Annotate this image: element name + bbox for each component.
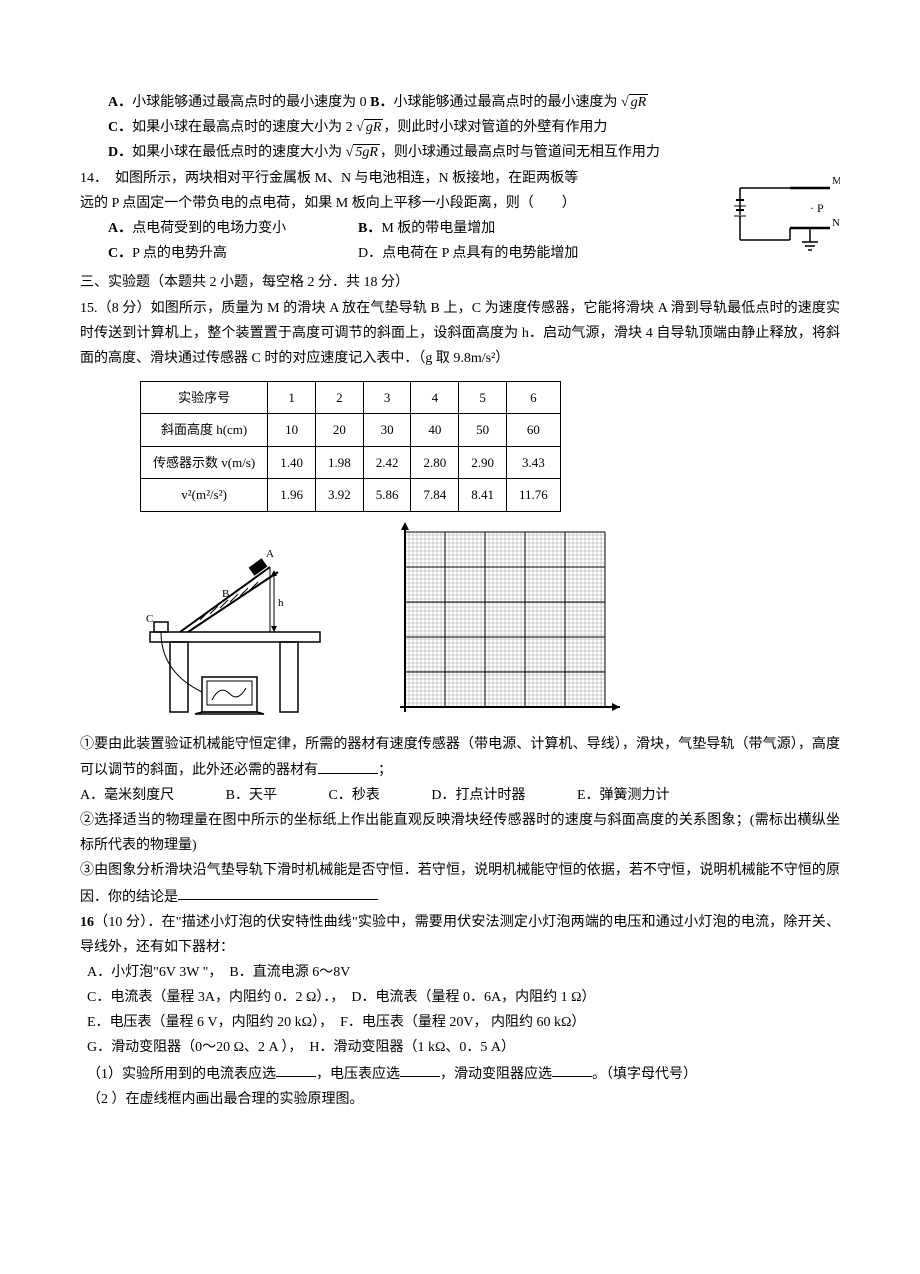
q16-items: A．小灯泡"6V 3W "， B．直流电源 6～8V C．电流表（量程 3A，内…	[87, 960, 840, 1061]
svg-text:A: A	[266, 548, 274, 560]
experiment-setup-icon: A B h C	[140, 542, 350, 722]
question-16: 16（10 分）．在"描述小灯泡的伏安特性曲线"实验中，需要用伏安法测定小灯泡两…	[80, 910, 840, 960]
q15-sub3: ③由图象分析滑块沿气垫导轨下滑时机械能是否守恒．若守恒，说明机械能守恒的依据，若…	[80, 858, 840, 909]
data-table: 实验序号 1 2 3 4 5 6 斜面高度 h(cm) 10 20 30 40 …	[140, 381, 561, 512]
svg-text:B: B	[222, 588, 229, 600]
blank-input[interactable]	[318, 757, 378, 774]
sqrt-gR-icon: gR	[356, 115, 383, 140]
blank-input[interactable]	[178, 884, 378, 901]
blank-input[interactable]	[276, 1061, 316, 1078]
q16-sub1: （1）实验所用到的电流表应选，电压表应选，滑动变阻器应选。（填字母代号）	[87, 1061, 840, 1087]
blank-input[interactable]	[400, 1061, 440, 1078]
table-row: 实验序号 1 2 3 4 5 6	[141, 382, 561, 414]
q13-option-d: D．如果小球在最低点时的速度大小为 5gR，则小球通过最高点时与管道间无相互作用…	[108, 140, 840, 165]
q15-number: 15.	[80, 301, 98, 316]
question-14: 14． 如图所示，两块相对平行金属板 M、N 与电池相连，N 板接地，在距两板等…	[80, 166, 840, 267]
svg-text:C: C	[146, 613, 153, 625]
table-row: v²(m²/s²) 1.96 3.92 5.86 7.84 8.41 11.76	[141, 479, 561, 511]
section-3-title: 三、实验题（本题共 2 小题，每空格 2 分．共 18 分）	[80, 270, 840, 295]
q16-number: 16	[80, 915, 94, 930]
figures-row: A B h C	[140, 522, 840, 722]
graph-paper-icon	[380, 522, 630, 722]
q13-option-c: C．如果小球在最高点时的速度大小为 2 gR，则此时小球对管道的外壁有作用力	[108, 115, 840, 140]
svg-text:h: h	[278, 597, 284, 609]
sqrt-5gR-icon: 5gR	[346, 140, 380, 165]
sqrt-gR-icon: gR	[621, 90, 648, 115]
capacitor-circuit-icon: M · P N	[730, 170, 840, 260]
blank-input[interactable]	[552, 1061, 592, 1078]
q14-number: 14．	[80, 171, 101, 186]
question-15: 15.（8 分）如图所示，质量为 M 的滑块 A 放在气垫导轨 B 上，C 为速…	[80, 296, 840, 372]
q15-sub1: ①要由此装置验证机械能守恒定律，所需的器材有速度传感器（带电源、计算机、导线），…	[80, 732, 840, 783]
q14-opt-c: P 点的电势升高	[132, 246, 227, 261]
q15-sub1-options: A．毫米刻度尺 B．天平 C．秒表 D．打点计时器 E．弹簧测力计	[80, 783, 840, 808]
label-N: N	[832, 217, 840, 229]
q14-opt-a: 点电荷受到的电场力变小	[132, 221, 286, 236]
q16-sub2: （2 ）在虚线框内画出最合理的实验原理图。	[87, 1087, 840, 1112]
q14-opt-d: 点电荷在 P 点具有的电势能增加	[382, 246, 578, 261]
q13-option-a-b: A．小球能够通过最高点时的最小速度为 0 B．小球能够通过最高点时的最小速度为 …	[108, 90, 840, 115]
q15-sub2: ②选择适当的物理量在图中所示的坐标纸上作出能直观反映滑块经传感器时的速度与斜面高…	[80, 808, 840, 858]
table-row: 传感器示数 v(m/s) 1.40 1.98 2.42 2.80 2.90 3.…	[141, 446, 561, 478]
table-row: 斜面高度 h(cm) 10 20 30 40 50 60	[141, 414, 561, 446]
q14-opt-b: M 板的带电量增加	[381, 221, 495, 236]
label-P: · P	[810, 201, 824, 215]
label-M: M	[832, 175, 840, 187]
